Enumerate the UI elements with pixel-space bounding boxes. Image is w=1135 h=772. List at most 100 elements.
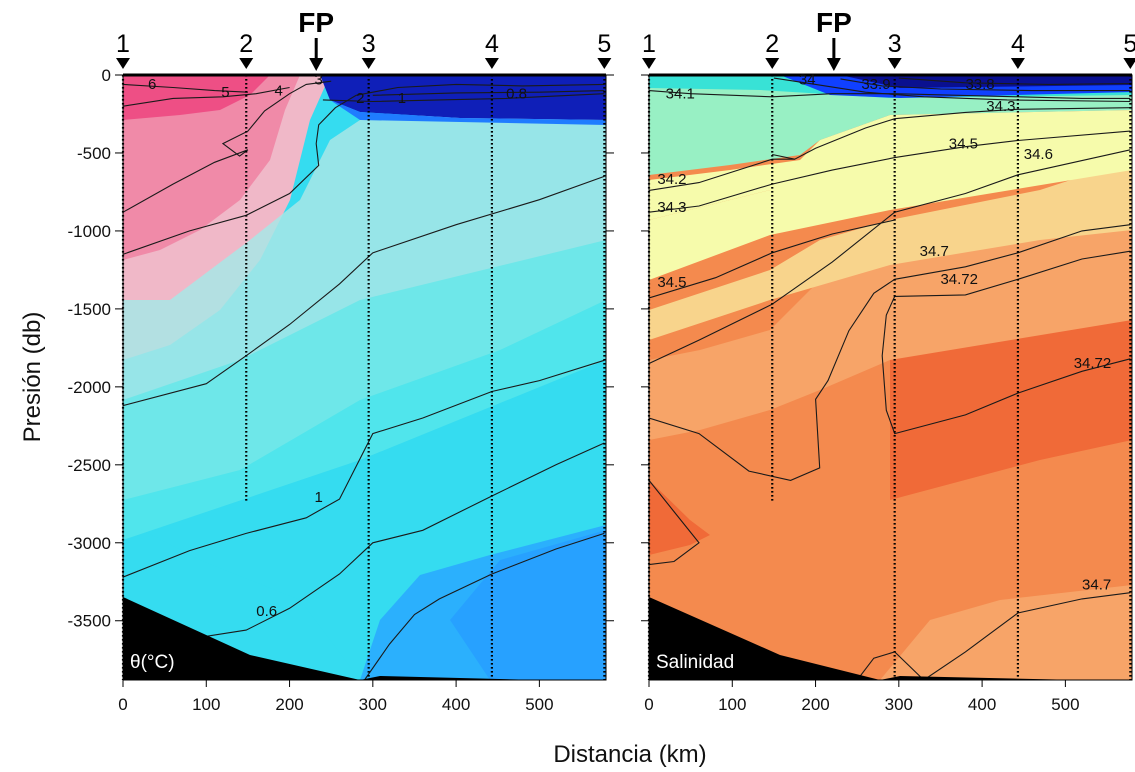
salinity-contour-label: 34.3 (657, 199, 686, 216)
temperature-y-tick-label: -500 (77, 144, 111, 163)
salinity-contours (649, 77, 1131, 680)
temperature-contour-labels: 6 5 4 3 2 1 0.8 1 0.6 (148, 71, 527, 620)
salinity-station-label: 4 (1011, 30, 1025, 58)
temperature-x-tick-label: 100 (192, 695, 220, 714)
temperature-contour-line (206, 442, 605, 637)
salinity-contour-line (840, 78, 1131, 92)
salinity-contour-label: 34.6 (1024, 146, 1053, 163)
temperature-contour-line (123, 80, 332, 213)
salinity-contour-label: 34.7 (920, 243, 949, 260)
temperature-station-marker (239, 58, 254, 69)
temperature-x-tick-label: 400 (442, 695, 470, 714)
salinity-x-ticks: 0 100 200 300 400 500 (644, 680, 1080, 714)
temperature-contour-line (123, 175, 605, 407)
temperature-contour-label: 6 (148, 76, 156, 93)
temperature-station-label: 1 (116, 30, 130, 58)
salinity-contour-label: 33.8 (965, 76, 994, 93)
salinity-contour-label: 34.1 (666, 85, 695, 102)
salinity-x-tick-label: 100 (718, 695, 746, 714)
bottom-topography-right (360, 676, 540, 680)
temperature-station-label: 2 (239, 30, 253, 58)
salinity-contour-label: 34.72 (1074, 355, 1112, 372)
temperature-front-label: FP (298, 7, 334, 38)
salinity-contour-label: 34.2 (657, 171, 686, 188)
salinity-contour-line (773, 77, 1131, 103)
temperature-x-tick-label: 500 (525, 695, 553, 714)
salinity-front-arrow-head (826, 58, 841, 71)
bottom-topography-salinity-right (880, 676, 1080, 680)
temperature-contour-line (372, 90, 605, 96)
salinity-contour-label: 34.5 (657, 274, 686, 291)
temperature-station-label: 5 (597, 30, 611, 58)
salinity-field (649, 75, 1132, 680)
temperature-contour-label: 5 (221, 84, 229, 101)
temperature-x-tick-label: 0 (118, 695, 127, 714)
salinity-contour-line (649, 130, 1131, 213)
bottom-topography-salinity (649, 597, 880, 680)
salinity-station-label: 5 (1123, 30, 1135, 58)
temperature-y-tick-label: -2000 (68, 378, 111, 397)
temperature-contour-line (123, 86, 290, 107)
temperature-x-tick-label: 300 (359, 695, 387, 714)
temperature-station-marker (116, 58, 130, 69)
bottom-topography (123, 597, 360, 680)
temperature-stations: 1 2 3 4 5 (116, 30, 612, 680)
salinity-contour-label: 34 (799, 71, 816, 88)
temperature-station-label: 3 (362, 30, 376, 58)
temperature-contour-label: 3 (315, 71, 323, 88)
panel-label-temperature: θ(°C) (130, 652, 175, 673)
salinity-contour-line (649, 149, 1131, 364)
salinity-contour-line (881, 296, 1131, 435)
temperature-contour-label: 1 (315, 489, 323, 506)
salinity-station-label: 1 (642, 30, 656, 58)
salinity-station-label: 2 (765, 30, 779, 58)
salinity-x-tick-label: 500 (1051, 695, 1079, 714)
salinity-x-tick-label: 400 (968, 695, 996, 714)
salinity-front-label: FP (816, 7, 852, 38)
salinity-contour-labels: 34 33.9 33.8 34.1 34.3 34.2 34.5 34.6 34.3 34.5 34… (657, 71, 1111, 593)
salinity-station-marker (642, 58, 656, 69)
temperature-y-tick-label: 0 (102, 66, 111, 85)
salinity-station-label: 3 (888, 30, 902, 58)
temperature-y-tick-label: -1000 (68, 222, 111, 241)
temperature-contour-line (364, 532, 605, 680)
salinity-contour-line (923, 592, 1131, 680)
temperature-station-marker (484, 58, 499, 69)
temperature-contour-line (322, 93, 605, 103)
salinity-contour-label: 34.72 (940, 271, 978, 288)
temperature-station-marker (597, 58, 612, 69)
salinity-contour-line (856, 651, 925, 680)
salinity-contour-line (772, 107, 1131, 160)
temperature-x-ticks: 0 100 200 300 400 500 (118, 680, 554, 714)
temperature-station-label: 4 (485, 30, 499, 58)
temperature-contour-line (123, 359, 605, 578)
temperature-contour-label: 2 (356, 90, 364, 107)
salinity-contour-line (898, 77, 1131, 85)
salinity-contour-label: 33.9 (861, 76, 890, 93)
salinity-contour-label: 34.7 (1082, 577, 1111, 594)
temperature-contour-label: 0.8 (506, 85, 527, 102)
temperature-field (123, 75, 606, 680)
salinity-x-tick-label: 300 (885, 695, 913, 714)
panel-temperature: 1 2 3 4 5 0 100 200 300 400 500 0 -500 -1000 -1500 -2… (68, 7, 612, 714)
temperature-contour-label: 0.6 (256, 603, 277, 620)
salinity-front-marker: FP (816, 7, 852, 71)
salinity-x-tick-label: 200 (801, 695, 829, 714)
temperature-contour-label: 1 (398, 90, 406, 107)
temperature-contour-label: 4 (275, 82, 283, 99)
salinity-contour-line (649, 219, 895, 299)
temperature-y-tick-label: -3000 (68, 534, 111, 553)
salinity-station-marker (1010, 58, 1025, 69)
salinity-contour-label: 34.5 (949, 135, 978, 152)
salinity-station-marker (765, 58, 780, 69)
temperature-y-tick-label: -1500 (68, 300, 111, 319)
temperature-y-tick-label: -3500 (68, 612, 111, 631)
temperature-y-tick-label: -2500 (68, 456, 111, 475)
salinity-y-ticks (606, 74, 649, 622)
temperature-contour-line (123, 83, 248, 93)
temperature-station-marker (361, 58, 376, 69)
temperature-front-marker: FP (298, 7, 334, 71)
